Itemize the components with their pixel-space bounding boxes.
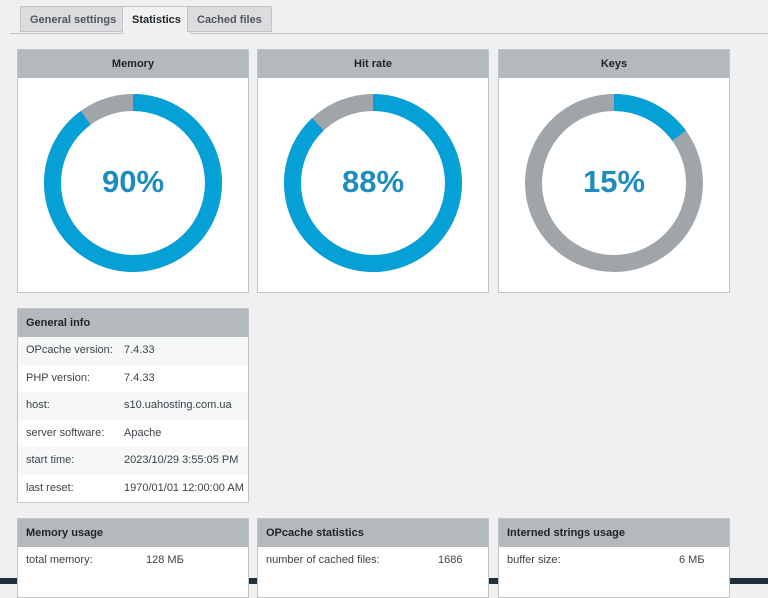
info-row: start time: 2023/10/29 3:55:05 PM	[18, 447, 248, 475]
info-value: Apache	[124, 426, 162, 439]
panel-label: number of cached files:	[266, 554, 380, 566]
info-row: OPcache version: 7.4.33	[18, 337, 248, 365]
panel-rows: total memory: 128 МБ	[18, 547, 248, 575]
info-row: server software: Apache	[18, 420, 248, 448]
panel-rows: number of cached files: 1686	[258, 547, 488, 575]
section-title: OPcache statistics	[258, 519, 488, 547]
info-value: 7.4.33	[124, 371, 155, 384]
panel-value: 1686	[438, 554, 463, 566]
gauge-card: Hit rate 88%	[257, 49, 489, 293]
gauge: 15%	[525, 94, 703, 272]
panel-row: total memory: 128 МБ	[18, 547, 248, 575]
info-row: host: s10.uahosting.com.ua	[18, 392, 248, 420]
tab-divider	[10, 33, 768, 34]
panel-value: 128 МБ	[146, 554, 184, 566]
gauge-card: Memory 90%	[17, 49, 249, 293]
gauge-arc	[284, 94, 462, 272]
section-title: Memory usage	[18, 519, 248, 547]
tab[interactable]: Cached files	[187, 6, 272, 32]
tab[interactable]: General settings	[20, 6, 127, 32]
gauge-label: 88%	[342, 164, 404, 199]
info-label: server software:	[26, 426, 105, 439]
gauge-arc	[44, 94, 222, 272]
panel-label: buffer size:	[507, 554, 561, 566]
info-label: PHP version:	[26, 371, 90, 384]
info-label: host:	[26, 399, 50, 411]
info-value: 2023/10/29 3:55:05 PM	[124, 454, 239, 466]
panel-rows: buffer size: 6 МБ	[499, 547, 729, 575]
gauge-label: 90%	[102, 164, 164, 199]
panel: Interned strings usage buffer size: 6 МБ	[498, 518, 730, 598]
gauge-title: Memory	[18, 50, 248, 78]
gauge-title: Hit rate	[258, 50, 488, 78]
info-rows: OPcache version: 7.4.33 PHP version: 7.4.33…	[18, 337, 248, 502]
section-title: Interned strings usage	[499, 519, 729, 547]
gauge-card: Keys 15%	[498, 49, 730, 293]
info-label: last reset:	[26, 481, 74, 494]
gauge-label: 15%	[583, 164, 645, 199]
panel: OPcache statistics number of cached files…	[257, 518, 489, 598]
panel-label: total memory:	[26, 554, 93, 566]
info-row: last reset: 1970/01/01 12:00:00 AM	[18, 475, 248, 503]
page: (() => { const data = JSON.parse(documen…	[0, 6, 768, 598]
panel-row: number of cached files: 1686	[258, 547, 488, 575]
info-value: s10.uahosting.com.ua	[124, 399, 232, 411]
section-title: General info	[18, 309, 248, 337]
panel-row: buffer size: 6 МБ	[499, 547, 729, 575]
panel-value: 6 МБ	[679, 554, 705, 566]
info-label: start time:	[26, 454, 75, 466]
panel: Memory usage total memory: 128 МБ	[17, 518, 249, 598]
gauge-title: Keys	[499, 50, 729, 78]
general-info: General info OPcache version: 7.4.33 PHP ve…	[17, 308, 249, 503]
info-label: OPcache version:	[26, 344, 113, 356]
tab[interactable]: Statistics	[122, 6, 191, 34]
info-row: PHP version: 7.4.33	[18, 365, 248, 393]
info-value: 1970/01/01 12:00:00 AM	[124, 481, 244, 494]
gauge: 88%	[284, 94, 462, 272]
gauge: 90%	[44, 94, 222, 272]
gauge-arc	[613, 94, 687, 141]
info-value: 7.4.33	[124, 344, 155, 356]
